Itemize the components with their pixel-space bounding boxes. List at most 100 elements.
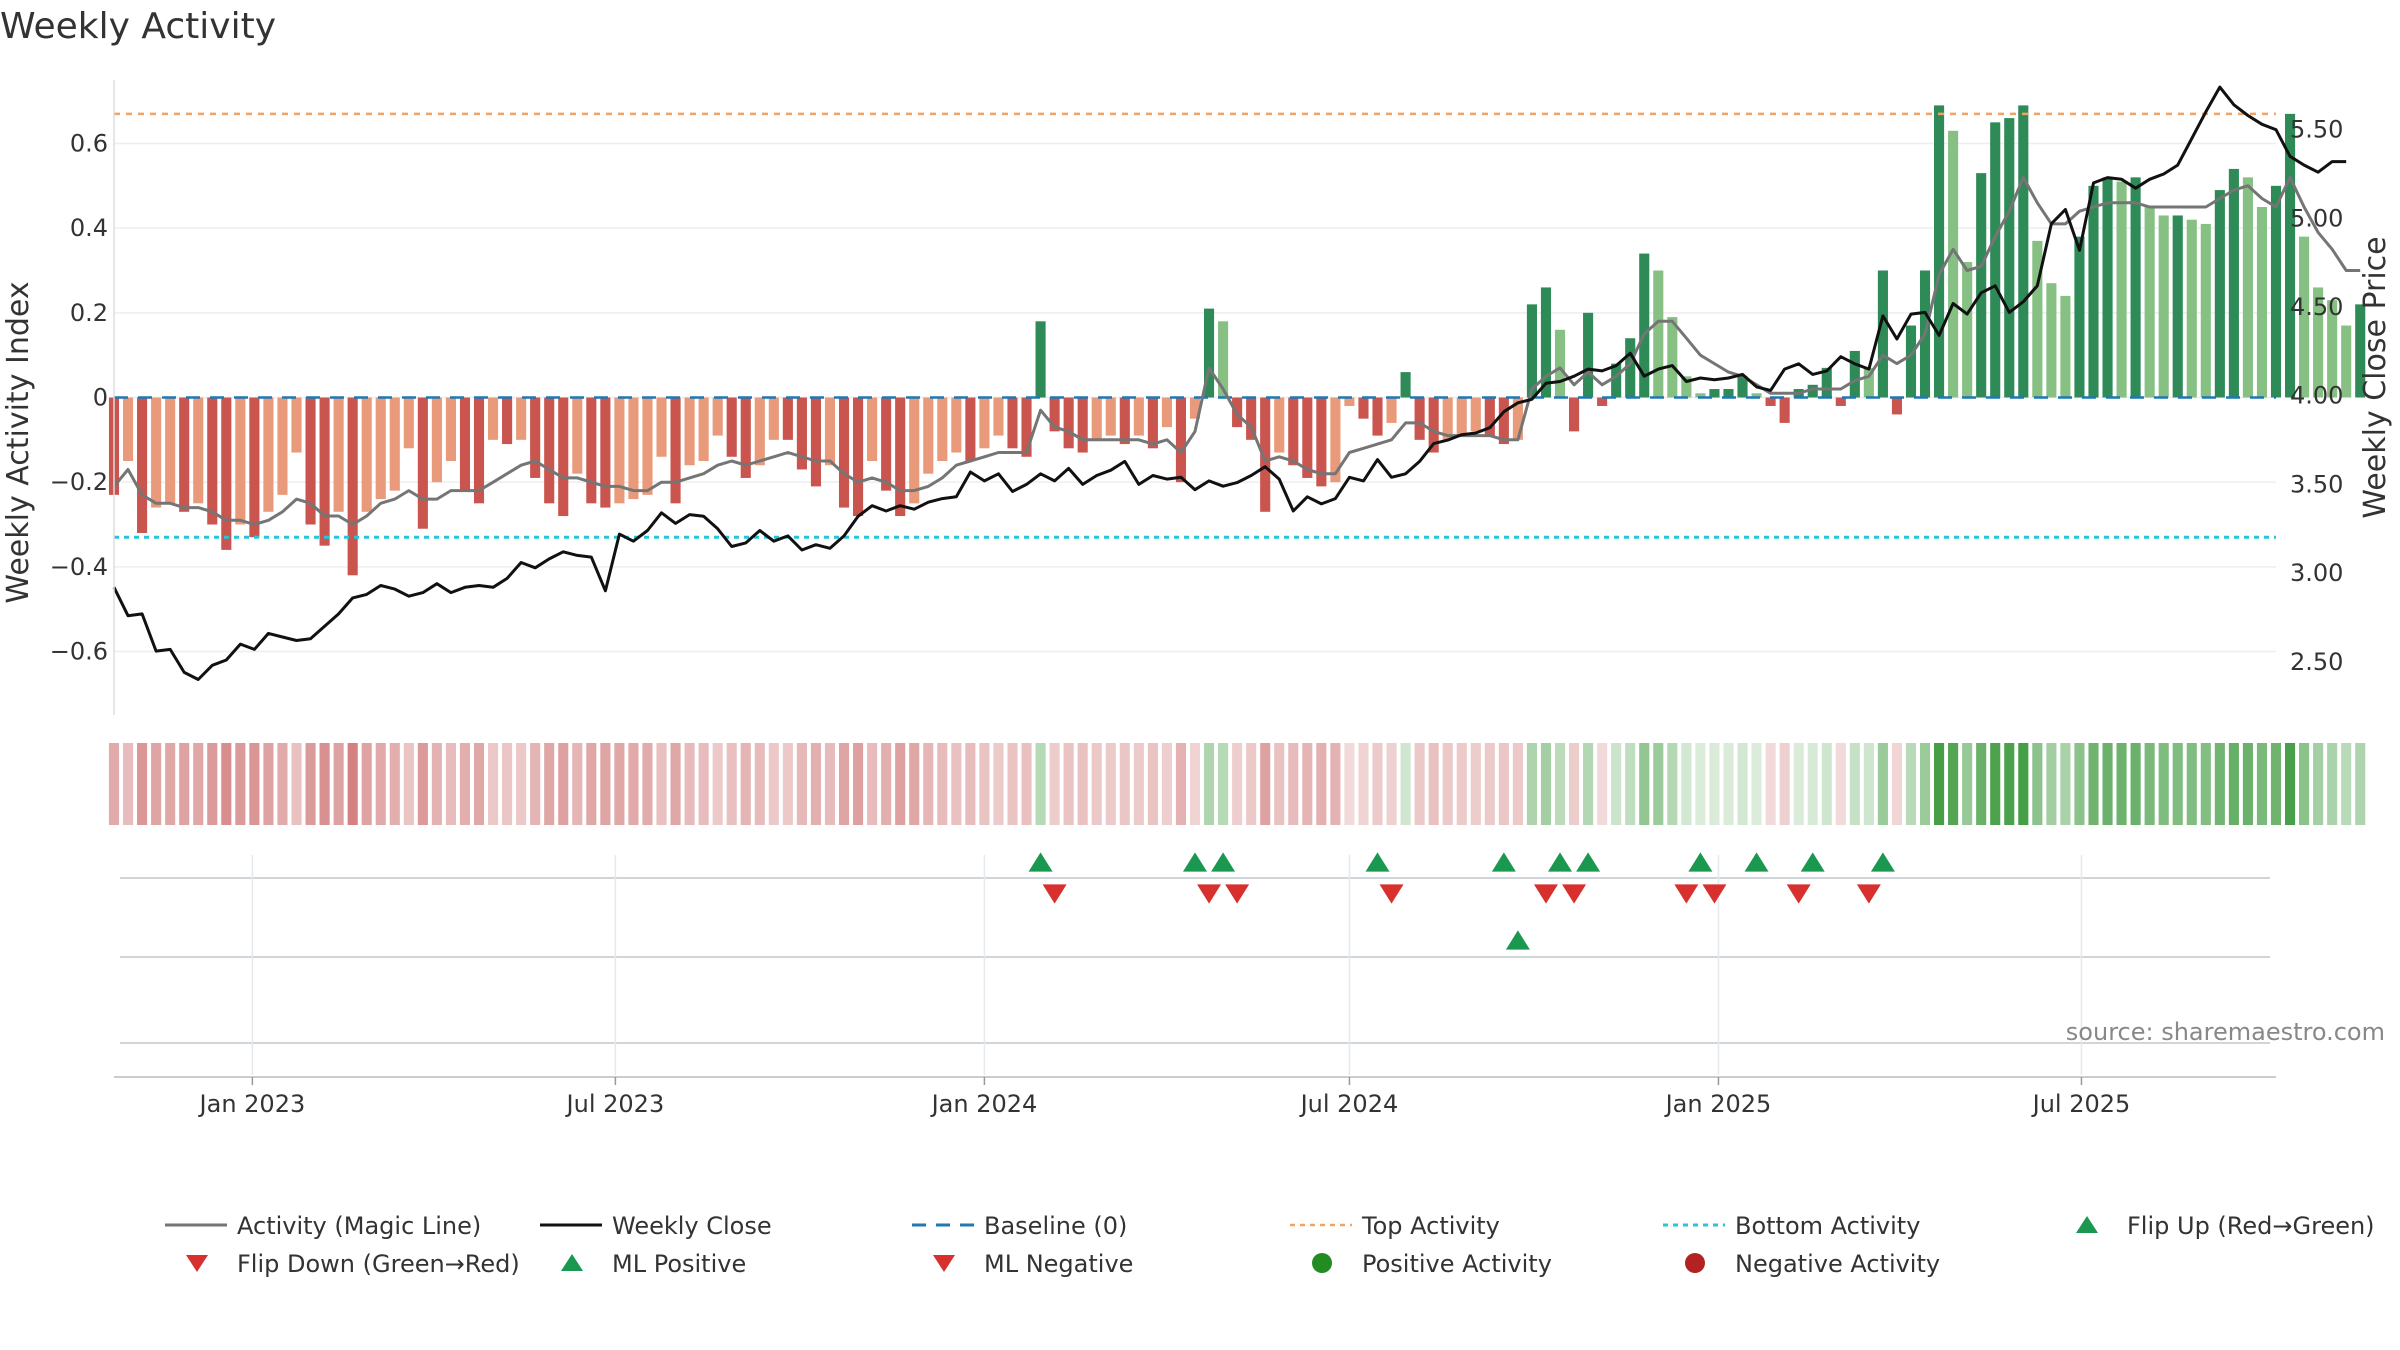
activity-bar xyxy=(1372,397,1383,436)
activity-bar xyxy=(600,397,611,508)
flip-up-marker xyxy=(1183,852,1207,872)
activity-bar xyxy=(1849,350,1860,398)
activity-bar xyxy=(207,397,218,525)
heat-cell xyxy=(347,743,358,825)
activity-bar xyxy=(389,397,400,491)
legend-item-negact: Negative Activity xyxy=(1685,1250,1940,1278)
heat-cell xyxy=(1625,743,1636,825)
activity-bar xyxy=(810,397,822,487)
activity-bar xyxy=(1498,397,1509,445)
heat-cell xyxy=(2284,743,2296,825)
activity-bar xyxy=(221,397,232,550)
activity-bar xyxy=(1161,397,1172,428)
heat-cell xyxy=(193,743,204,825)
heat-cell xyxy=(1077,743,1088,825)
heat-cell xyxy=(502,743,513,825)
activity-bar xyxy=(1049,397,1060,432)
activity-bar xyxy=(1583,312,1594,398)
heat-cell xyxy=(1288,743,1299,825)
legend: Activity (Magic Line) Weekly Close Baselin… xyxy=(165,1212,2375,1278)
legend-swatch xyxy=(1312,1253,1332,1273)
activity-bar xyxy=(979,397,990,449)
activity-bar xyxy=(1681,376,1692,398)
legend-item-mlpos: ML Positive xyxy=(561,1250,746,1278)
activity-bar xyxy=(768,397,779,440)
activity-bar xyxy=(1653,270,1664,398)
heat-cell xyxy=(235,743,246,825)
activity-bar xyxy=(965,397,976,461)
heat-cell xyxy=(1498,743,1509,825)
x-tick-label: Jan 2025 xyxy=(1664,1090,1772,1118)
activity-bar xyxy=(1695,393,1706,398)
legend-label: Flip Up (Red→Green) xyxy=(2127,1212,2375,1240)
heat-cell xyxy=(207,743,218,825)
heat-cell xyxy=(1007,743,1018,825)
activity-bar xyxy=(796,397,807,470)
activity-bar xyxy=(502,397,513,445)
activity-bar xyxy=(333,397,344,512)
activity-bar xyxy=(2200,223,2211,398)
heat-cell xyxy=(684,743,695,825)
heat-cell xyxy=(1554,743,1566,825)
activity-bar xyxy=(1484,397,1495,436)
legend-label: Baseline (0) xyxy=(984,1212,1127,1240)
heat-cell xyxy=(796,743,807,825)
activity-bar xyxy=(1442,397,1453,440)
activity-bar xyxy=(1428,397,1439,453)
activity-bar xyxy=(193,397,204,504)
activity-bar xyxy=(1512,397,1523,440)
activity-bar xyxy=(1021,397,1032,457)
legend-label: Weekly Close xyxy=(612,1212,772,1240)
flip-down-marker xyxy=(1702,884,1727,904)
legend-item-baseline: Baseline (0) xyxy=(912,1212,1127,1240)
heat-cell xyxy=(1793,743,1804,825)
heat-cell xyxy=(1063,743,1074,825)
heat-cell xyxy=(698,743,709,825)
heat-cell xyxy=(838,743,850,825)
y-tick-left: 0 xyxy=(93,384,108,412)
heat-cell xyxy=(558,743,569,825)
flip-up-marker xyxy=(1548,852,1573,872)
activity-bar xyxy=(740,397,751,478)
flip-up-marker xyxy=(1491,852,1516,872)
activity-bar xyxy=(1863,367,1874,398)
activity-bar xyxy=(909,397,920,504)
heat-cell xyxy=(740,743,751,825)
heat-cell xyxy=(1821,743,1832,825)
heat-cell xyxy=(459,743,471,825)
y-tick-right: 5.00 xyxy=(2290,204,2343,232)
heat-cell xyxy=(291,743,302,825)
magic-line-series xyxy=(112,175,2361,526)
activity-bar xyxy=(1779,397,1790,423)
heat-cell xyxy=(1428,743,1439,825)
activity-bar xyxy=(2018,105,2029,398)
y-axis-label-left: Weekly Activity Index xyxy=(1,281,36,603)
activity-bar xyxy=(726,397,737,457)
heat-cell xyxy=(2018,743,2029,825)
activity-bar xyxy=(1246,397,1257,440)
activity-bar xyxy=(1751,393,1762,398)
activity-bar xyxy=(2284,113,2296,398)
activity-bar xyxy=(1835,397,1846,406)
heat-cell xyxy=(1091,743,1102,825)
heat-cell xyxy=(754,743,765,825)
flip-up-marker xyxy=(1211,852,1236,872)
heat-cell xyxy=(530,743,541,825)
y-tick-right: 4.50 xyxy=(2290,293,2343,321)
legend-item-bottom: Bottom Activity xyxy=(1663,1212,1920,1240)
activity-bar xyxy=(151,397,162,508)
activity-bar xyxy=(179,397,190,512)
activity-bar xyxy=(2172,215,2183,398)
activity-bar xyxy=(782,397,793,440)
heat-cell xyxy=(867,743,878,825)
heat-cell xyxy=(1021,743,1032,825)
activity-bar xyxy=(698,397,709,461)
activity-bar xyxy=(2004,118,2015,398)
activity-bar xyxy=(754,397,765,466)
activity-bar xyxy=(263,397,274,512)
chart-title: Weekly Activity xyxy=(0,6,276,47)
activity-bar xyxy=(347,397,358,576)
flip-down-marker xyxy=(1042,884,1067,904)
activity-bar xyxy=(473,397,485,504)
heat-cell xyxy=(1386,743,1397,825)
